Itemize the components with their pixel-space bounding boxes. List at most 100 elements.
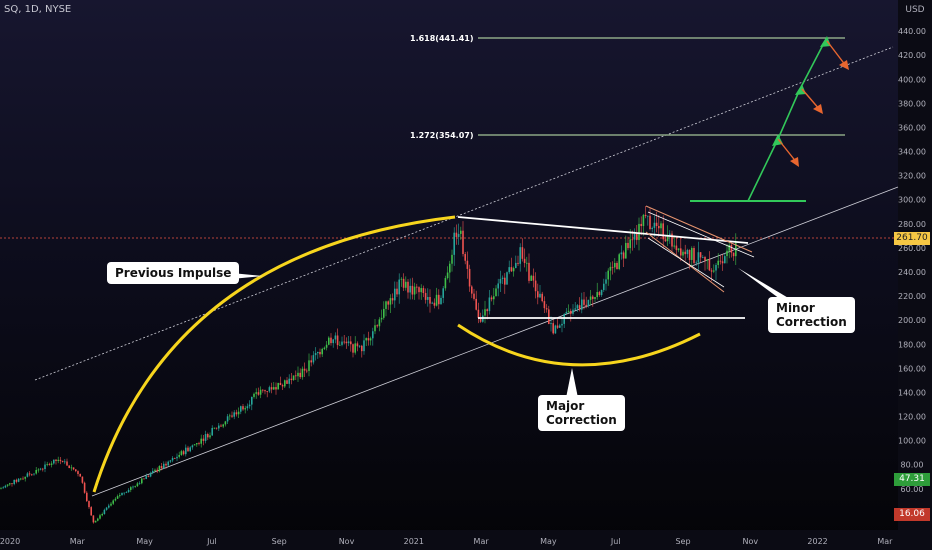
candle-body	[508, 267, 510, 273]
candle-body	[526, 262, 528, 264]
time-axis-panel[interactable]	[0, 530, 898, 550]
candle-body	[702, 256, 704, 258]
candle-body	[475, 298, 477, 310]
candle-body	[127, 489, 130, 493]
candle-body	[607, 270, 609, 280]
projection-arrows[interactable]	[747, 36, 849, 202]
candle-body	[589, 296, 592, 300]
candle-body	[292, 375, 295, 381]
candle-body	[631, 239, 634, 241]
candle-body	[233, 412, 235, 417]
candle-body	[649, 215, 651, 230]
y-tick-label: 220.00	[898, 292, 926, 301]
candle-body	[37, 469, 40, 471]
candle-body	[105, 507, 108, 510]
candle-body	[385, 301, 387, 309]
candle-body	[402, 278, 405, 288]
candle-body	[4, 485, 7, 488]
candle-body	[675, 245, 678, 251]
candle-body	[20, 478, 22, 480]
candle-body	[420, 288, 422, 293]
candle-body	[220, 425, 222, 427]
candle-body	[99, 515, 101, 519]
candle-body	[171, 457, 174, 461]
candle-body	[699, 252, 702, 258]
candle-body	[211, 427, 213, 436]
minor-channel-lower-inner[interactable]	[647, 237, 725, 288]
candle-body	[424, 293, 427, 300]
major-correction-arc[interactable]	[457, 323, 701, 367]
y-tick-label: 120.00	[898, 413, 926, 422]
candle-body	[138, 483, 141, 485]
lower-channel-line[interactable]	[91, 186, 899, 497]
candle-body	[215, 427, 218, 429]
x-tick-label: Nov	[742, 537, 758, 546]
candle-body	[596, 292, 598, 298]
x-tick-label: Sep	[675, 537, 690, 546]
candle-body	[394, 288, 396, 301]
candle-body	[75, 469, 77, 472]
candle-body	[647, 215, 649, 217]
candle-body	[442, 288, 444, 298]
candle-body	[460, 230, 462, 234]
previous-impulse-callout[interactable]: Previous Impulse	[107, 262, 240, 284]
candle-body	[35, 469, 37, 474]
candle-body	[497, 283, 499, 289]
candle-body	[251, 396, 253, 405]
candle-body	[266, 391, 268, 392]
candle-body	[455, 232, 458, 237]
candle-body	[189, 447, 191, 452]
candle-body	[290, 378, 293, 381]
candle-body	[163, 463, 165, 469]
candle-body	[477, 309, 480, 319]
previous-impulse-arc[interactable]	[92, 215, 456, 493]
candle-body	[688, 249, 691, 260]
candle-body	[413, 286, 416, 295]
candle-body	[81, 476, 84, 483]
y-tick-label: 440.00	[898, 27, 926, 36]
triangle-upper-line[interactable]	[457, 216, 749, 244]
minor-channel-upper-inner[interactable]	[647, 211, 755, 258]
x-tick-label: 2020	[0, 537, 20, 546]
candle-body	[42, 468, 44, 470]
arrow-up-2	[777, 88, 801, 140]
candle-body	[185, 447, 187, 455]
candle-body	[457, 233, 460, 237]
candle-body	[86, 492, 88, 502]
candle-body	[515, 262, 517, 269]
candle-body	[367, 338, 370, 341]
minor-channel-upper-outer[interactable]	[645, 205, 753, 253]
candle-body	[510, 267, 513, 272]
candle-body	[625, 242, 627, 259]
candle-body	[50, 463, 53, 465]
candle-body	[484, 309, 486, 316]
candle-body	[376, 325, 378, 327]
minor-correction-callout[interactable]: Minor Correction	[768, 297, 855, 333]
candle-body	[130, 487, 132, 490]
price-axis-panel[interactable]	[898, 0, 932, 550]
arrow-down-1-head	[790, 157, 799, 167]
candle-body	[532, 275, 535, 281]
candle-body	[149, 473, 152, 477]
candle-body	[319, 351, 321, 355]
y-tick-label: 360.00	[898, 123, 926, 132]
candle-body	[90, 507, 92, 516]
y-tick-label: 340.00	[898, 148, 926, 157]
candle-body	[242, 406, 244, 410]
y-tick-label: 160.00	[898, 364, 926, 373]
candle-body	[229, 415, 231, 417]
candle-body	[44, 464, 46, 470]
y-tick-label: 320.00	[898, 172, 926, 181]
y-tick-label: 140.00	[898, 388, 926, 397]
candle-body	[680, 248, 682, 256]
candle-body	[15, 479, 18, 482]
upper-channel-line[interactable]	[34, 46, 894, 381]
major-correction-callout[interactable]: Major Correction	[538, 395, 625, 431]
candle-body	[418, 287, 420, 293]
candle-body	[642, 214, 645, 227]
candle-body	[193, 444, 196, 446]
candle-body	[512, 268, 515, 272]
fib-label-1618: 1.618(441.41)	[410, 34, 474, 43]
x-tick-label: Mar	[474, 537, 490, 546]
